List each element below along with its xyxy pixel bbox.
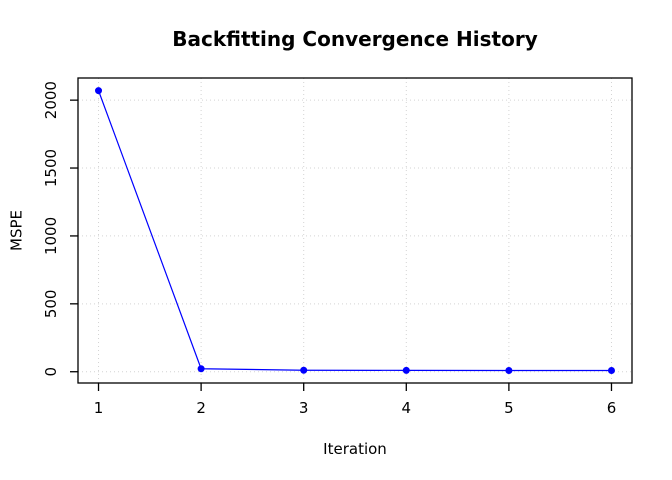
x-axis-label: Iteration <box>323 440 387 458</box>
data-point <box>505 367 513 375</box>
data-point <box>300 366 308 374</box>
y-tick-label: 1000 <box>42 217 60 255</box>
data-point <box>402 366 410 374</box>
data-point <box>607 367 615 375</box>
y-tick-label: 1500 <box>42 149 60 187</box>
plot-box <box>77 77 633 384</box>
data-point <box>197 365 205 373</box>
x-tick-label: 2 <box>196 399 206 417</box>
x-tick-label: 3 <box>299 399 309 417</box>
x-tick-label: 6 <box>607 399 617 417</box>
chart-title: Backfitting Convergence History <box>172 27 538 51</box>
y-tick-label: 2000 <box>42 81 60 119</box>
x-tick-label: 5 <box>504 399 514 417</box>
y-tick-label: 500 <box>42 290 60 319</box>
x-tick-label: 4 <box>402 399 412 417</box>
y-tick-label: 0 <box>42 367 60 377</box>
x-tick-label: 1 <box>94 399 104 417</box>
data-line <box>97 90 612 372</box>
data-point <box>95 87 103 95</box>
